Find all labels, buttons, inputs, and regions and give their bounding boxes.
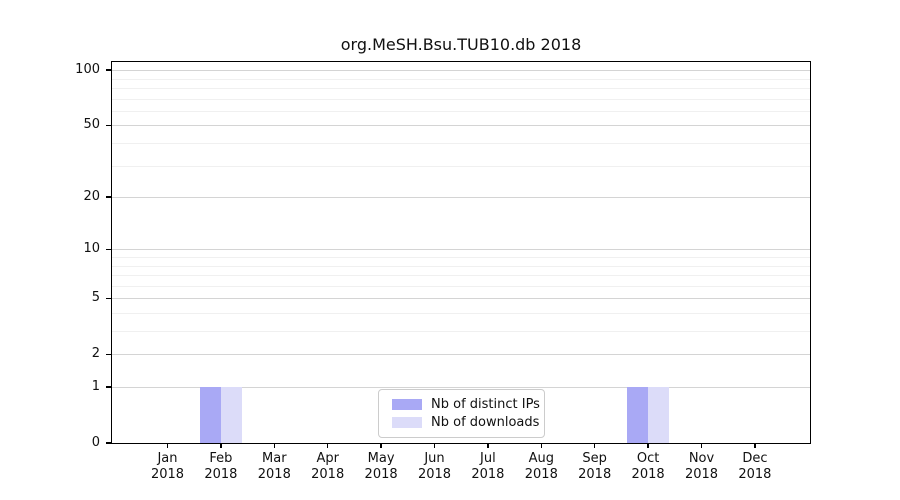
y-axis-tick — [106, 248, 111, 251]
x-axis-label-month: Nov — [688, 451, 715, 466]
x-axis-tick — [647, 443, 649, 448]
legend-label-downloads: Nb of downloads — [431, 414, 540, 430]
y-axis-tick — [106, 196, 111, 198]
legend-swatch-downloads — [392, 416, 422, 428]
gridline-major — [112, 125, 810, 127]
legend: Nb of distinct IPs Nb of downloads — [378, 389, 545, 438]
y-axis-label: 100 — [75, 62, 100, 78]
bar-downloads — [220, 387, 243, 443]
x-axis-label: Jun 2018 — [403, 451, 467, 483]
x-axis-tick — [273, 443, 276, 448]
x-axis-label-month: Jul — [480, 451, 496, 466]
gridline-minor — [112, 331, 810, 333]
legend-item-downloads: Nb of downloads — [392, 414, 540, 430]
gridline-major — [112, 197, 810, 199]
y-axis-tick — [106, 386, 111, 388]
gridline-major — [112, 249, 810, 251]
x-axis-label: Mar 2018 — [242, 451, 306, 483]
y-axis-label: 0 — [91, 435, 100, 450]
gridline-minor — [112, 165, 810, 167]
x-axis-label-month: Jun — [424, 451, 445, 466]
y-axis-label: 1 — [91, 379, 100, 394]
x-axis-label-year: 2018 — [738, 467, 772, 482]
y-axis-label: 10 — [83, 241, 100, 257]
x-axis-label: Nov 2018 — [670, 451, 734, 483]
chart-title: org.MeSH.Bsu.TUB10.db 2018 — [340, 35, 582, 54]
x-axis-tick — [166, 443, 169, 448]
x-axis-label: Oct 2018 — [616, 451, 680, 483]
bar-distinct-ips — [199, 387, 221, 443]
x-axis-label: Feb 2018 — [189, 451, 253, 483]
y-axis-label: 5 — [91, 290, 100, 306]
x-axis-tick — [700, 443, 703, 448]
gridline-minor — [112, 143, 810, 145]
gridline-minor — [112, 265, 810, 267]
gridline-major — [112, 70, 810, 72]
x-axis-label-year: 2018 — [524, 467, 558, 482]
x-axis-label-month: Dec — [742, 451, 768, 466]
x-axis-tick — [540, 443, 543, 448]
y-axis-tick — [106, 353, 111, 355]
y-axis-tick — [106, 124, 111, 127]
x-axis-label: Jul 2018 — [456, 451, 520, 483]
gridline-major — [112, 298, 810, 300]
x-axis-label-year: 2018 — [150, 467, 185, 482]
gridline-minor — [112, 312, 810, 314]
x-axis-label: May 2018 — [349, 451, 413, 483]
y-axis-label: 50 — [83, 117, 100, 133]
gridline-minor — [112, 275, 810, 277]
gridline-minor — [112, 98, 810, 100]
x-axis-label: Dec 2018 — [723, 451, 787, 483]
x-axis-tick — [593, 443, 596, 448]
x-axis-label-month: Aug — [528, 451, 554, 466]
x-axis-tick — [220, 443, 222, 448]
x-axis-label: Jan 2018 — [136, 451, 200, 483]
legend-swatch-distinct-ips — [392, 399, 422, 411]
x-axis-label-year: 2018 — [311, 467, 345, 482]
x-axis-label-month: Oct — [636, 451, 660, 466]
gridline-minor — [112, 78, 810, 80]
x-axis-label: Apr 2018 — [296, 451, 360, 483]
x-axis-label-month: May — [367, 451, 395, 466]
x-axis-label-year: 2018 — [631, 467, 665, 482]
x-axis-label-month: Feb — [209, 451, 233, 466]
gridline-minor — [112, 110, 810, 112]
gridline-minor — [112, 88, 810, 90]
y-axis-tick — [106, 69, 111, 71]
y-axis-label: 20 — [83, 189, 100, 205]
x-axis-label-year: 2018 — [257, 467, 291, 482]
y-axis-label: 2 — [91, 346, 100, 362]
x-axis-label-month: Sep — [582, 451, 607, 466]
x-axis-tick — [754, 443, 756, 448]
x-axis-tick — [433, 443, 436, 448]
x-axis-label-year: 2018 — [684, 467, 719, 482]
x-axis-label-year: 2018 — [204, 467, 238, 482]
y-axis-tick — [106, 442, 111, 444]
gridline-major — [112, 387, 810, 388]
gridline-major — [112, 354, 810, 356]
x-axis-tick — [380, 443, 382, 448]
gridline-minor — [112, 285, 810, 287]
x-axis-label-year: 2018 — [417, 467, 452, 482]
y-axis-tick — [106, 297, 111, 299]
x-axis-label-month: Apr — [316, 451, 339, 466]
legend-label-distinct-ips: Nb of distinct IPs — [431, 397, 540, 413]
gridline-minor — [112, 257, 810, 258]
x-axis-label-month: Jan — [157, 451, 178, 466]
x-axis-label: Sep 2018 — [563, 451, 627, 483]
x-axis-tick — [487, 443, 489, 448]
x-axis-label-year: 2018 — [364, 467, 398, 482]
x-axis-label: Aug 2018 — [509, 451, 573, 483]
x-axis-label-month: Mar — [262, 451, 287, 466]
bar-distinct-ips — [626, 387, 649, 443]
bar-downloads — [648, 387, 670, 443]
plot-area — [111, 61, 811, 444]
x-axis-label-year: 2018 — [471, 467, 505, 482]
legend-item-distinct-ips: Nb of distinct IPs — [392, 397, 540, 412]
x-axis-tick — [326, 443, 329, 448]
x-axis-label-year: 2018 — [578, 467, 612, 482]
